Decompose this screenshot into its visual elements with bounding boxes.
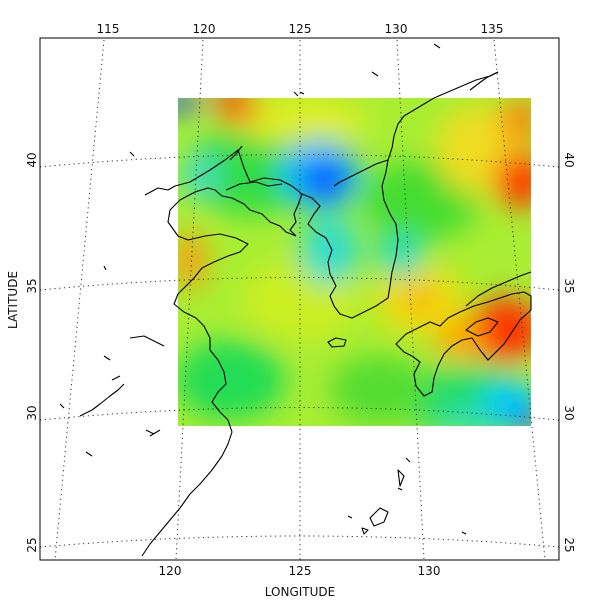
graticule <box>40 39 559 560</box>
top-lon-label: 130 <box>385 22 408 36</box>
korea-coast <box>301 71 499 319</box>
china-coast <box>141 149 303 557</box>
coastlines <box>59 43 532 557</box>
parallel-25 <box>40 535 559 548</box>
shikoku <box>465 317 499 337</box>
bottom-longitude-labels: 120 125 130 <box>159 564 441 578</box>
parallel-30 <box>40 407 559 421</box>
top-lon-label: 120 <box>193 22 216 36</box>
meridian-130 <box>396 39 425 560</box>
parallel-40 <box>40 154 559 168</box>
right-lat-label: 40 <box>562 152 576 167</box>
bottom-lon-label: 125 <box>289 564 312 578</box>
right-lat-label: 35 <box>562 278 576 293</box>
x-axis-title: LONGITUDE <box>265 585 335 599</box>
bottom-lon-label: 130 <box>418 564 441 578</box>
top-lon-label: 115 <box>97 22 120 36</box>
bottom-lon-label: 120 <box>159 564 182 578</box>
meridian-115 <box>54 39 105 560</box>
left-lat-label: 25 <box>25 537 39 552</box>
left-lat-label: 35 <box>25 278 39 293</box>
meridian-135 <box>493 39 546 560</box>
honshu-north <box>465 271 532 307</box>
left-lat-label: 30 <box>25 405 39 420</box>
jeju-island <box>327 337 347 348</box>
left-lat-label: 40 <box>25 152 39 167</box>
islands-east <box>347 457 467 535</box>
liaodong <box>225 145 283 191</box>
top-lon-label: 135 <box>481 22 504 36</box>
right-latitude-labels: 40 35 30 25 <box>562 152 576 552</box>
top-longitude-labels: 115 120 125 130 135 <box>97 22 504 36</box>
russia-coast <box>333 71 499 187</box>
right-lat-label: 25 <box>562 537 576 552</box>
parallel-35 <box>40 277 559 291</box>
left-latitude-labels: 40 35 30 25 <box>25 152 39 552</box>
data-field <box>178 98 531 426</box>
meridian-120 <box>175 39 204 560</box>
right-lat-label: 30 <box>562 405 576 420</box>
y-axis-title: LATITUDE <box>6 271 20 329</box>
japan-coast <box>395 291 532 397</box>
top-lon-label: 125 <box>289 22 312 36</box>
map-frame <box>39 37 560 561</box>
islands-west <box>59 43 441 457</box>
